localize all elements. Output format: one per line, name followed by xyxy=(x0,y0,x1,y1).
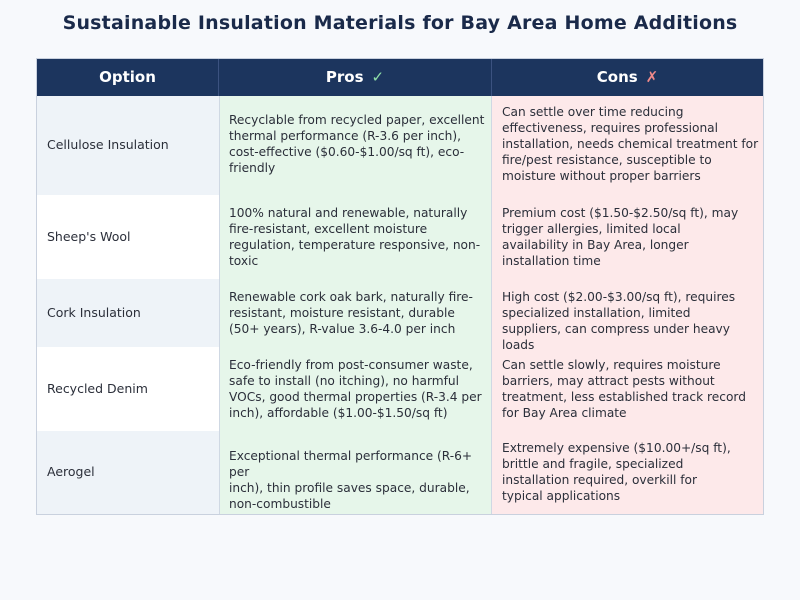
comparison-table: Option Pros ✓ Cons ✗ Cellulose Insulation … xyxy=(36,58,764,515)
table-row xyxy=(37,195,219,279)
cons-cell: Premium cost ($1.50-$2.50/sq ft), may tri… xyxy=(502,206,739,268)
option-label: Cork Insulation xyxy=(47,305,141,320)
option-label: Aerogel xyxy=(47,464,95,479)
pros-column xyxy=(219,96,492,514)
header-pros: Pros ✓ xyxy=(219,59,492,96)
option-label: Sheep's Wool xyxy=(47,229,131,244)
pros-cell: Eco-friendly from post-consumer waste, sa… xyxy=(229,358,482,420)
pros-cell: Renewable cork oak bark, naturally fire-… xyxy=(229,290,473,336)
check-icon: ✓ xyxy=(371,68,385,86)
table-row xyxy=(37,431,219,514)
table-row xyxy=(37,279,219,347)
cons-cell: High cost ($2.00-$3.00/sq ft), requires s… xyxy=(502,290,736,352)
header-option: Option xyxy=(37,59,219,96)
page-title: Sustainable Insulation Materials for Bay… xyxy=(62,12,738,34)
table-header: Option Pros ✓ Cons ✗ xyxy=(37,59,763,96)
pros-cell: Recyclable from recycled paper, excellen… xyxy=(229,113,485,175)
option-label: Recycled Denim xyxy=(47,381,148,396)
table-row xyxy=(37,96,219,195)
cons-cell: Can settle slowly, requires moisture barr… xyxy=(502,358,746,420)
cons-cell: Extremely expensive ($10.00+/sq ft), brit… xyxy=(502,441,731,503)
cons-column xyxy=(492,96,763,514)
cons-cell: Can settle over time reducing effectivene… xyxy=(502,105,759,183)
option-label: Cellulose Insulation xyxy=(47,137,169,152)
table-row xyxy=(37,347,219,431)
header-cons: Cons ✗ xyxy=(596,68,659,86)
pros-cell: Exceptional thermal performance (R-6+ pe… xyxy=(229,449,473,511)
pros-cell: 100% natural and renewable, naturally fir… xyxy=(229,206,481,268)
cross-icon: ✗ xyxy=(645,68,659,86)
